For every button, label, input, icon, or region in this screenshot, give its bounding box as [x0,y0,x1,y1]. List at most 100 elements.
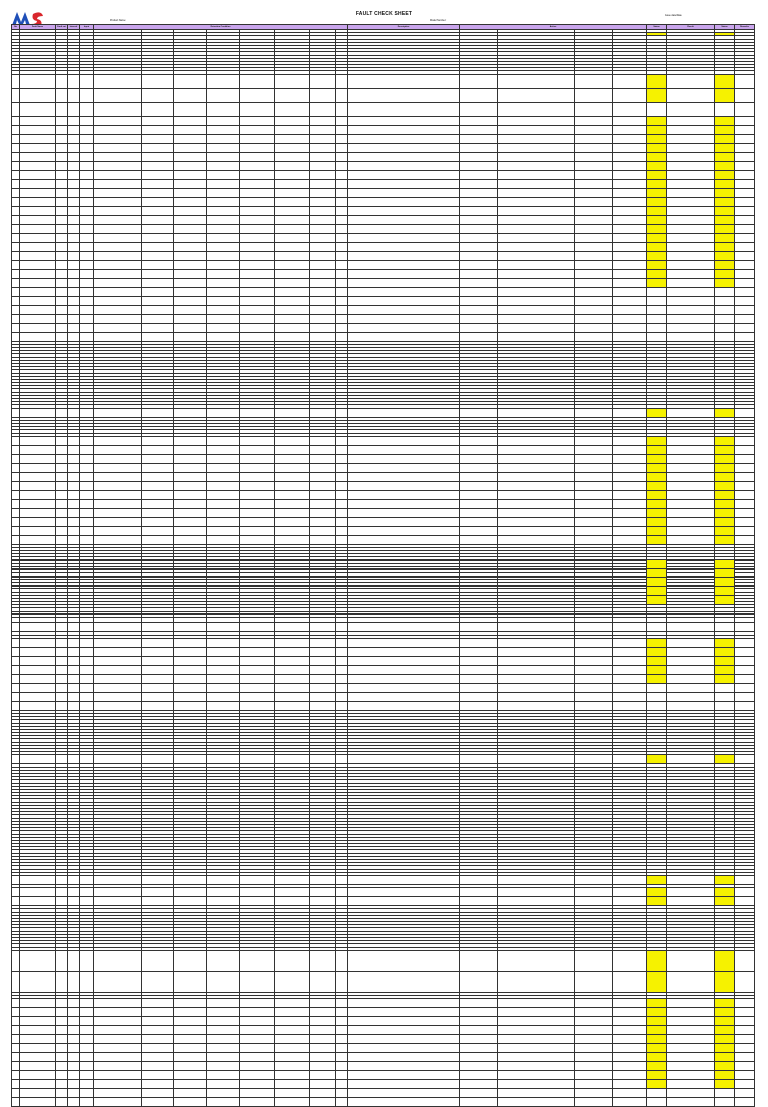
table-cell [173,232,207,243]
table-cell [239,691,275,702]
table-cell [206,754,240,765]
table-cell [19,673,56,684]
table-cell [55,700,68,711]
table-cell [173,453,207,464]
table-cell [734,331,756,342]
table-cell [141,1034,174,1045]
table-cell [714,268,736,279]
table-cell [67,691,80,702]
table-cell [612,595,647,606]
table-cell [459,577,498,588]
table-cell [141,700,174,711]
table-cell [274,896,310,907]
table-cell [574,622,613,633]
table-cell [274,304,310,315]
table-cell [714,568,735,579]
table-cell [459,568,498,579]
table-cell [55,444,68,455]
table-cell [19,1079,56,1090]
table-cell [734,883,755,889]
table-cell [734,700,755,711]
table-cell [347,673,460,684]
table-cell [666,250,716,261]
table-row [11,586,755,597]
table-cell [93,637,142,648]
table-cell [666,241,716,252]
table-cell [309,498,336,509]
table-cell [11,516,20,527]
table-cell [93,700,142,711]
table-cell [459,133,498,144]
table-cell [574,151,613,162]
table-cell [274,232,310,243]
table-cell [574,250,613,261]
table-cell [335,655,348,666]
table-cell [309,480,336,491]
table-row [11,87,756,103]
table-cell [79,1007,94,1018]
table-cell [79,604,94,615]
table-cell [714,87,736,103]
table-cell [55,462,68,473]
table-cell [173,700,207,711]
table-cell [141,559,174,570]
table-cell [335,691,348,702]
table-cell [79,1016,94,1027]
table-cell [173,187,207,198]
table-cell [55,435,68,446]
table-cell [347,462,460,473]
table-cell [714,1097,735,1107]
table-cell [274,196,310,207]
table-row [11,1034,755,1045]
table-cell [335,887,348,898]
table-cell [79,637,94,648]
table-cell [646,169,668,180]
table-cell [335,998,348,1009]
table-cell [574,169,613,180]
table-cell [79,304,94,315]
table-cell [67,187,80,198]
table-cell [347,1070,460,1081]
table-cell [309,691,336,702]
table-cell [574,286,613,297]
table-cell [459,124,498,135]
table-cell [612,646,647,657]
table-cell [19,1097,56,1107]
table-cell [239,516,275,527]
table-cell [141,673,174,684]
table-cell [574,507,613,518]
table-cell [646,1025,667,1036]
table-cell [173,313,207,324]
table-cell [11,133,20,144]
table-cell [19,241,56,252]
table-cell [67,1097,80,1107]
table-cell [309,613,336,624]
table-cell [666,232,716,243]
table-cell [55,124,68,135]
table-cell [274,1043,310,1054]
table-cell [274,241,310,252]
table-row [11,124,756,135]
table-cell [309,407,336,418]
table-cell [612,1052,647,1063]
table-cell [497,124,575,135]
table-cell [93,673,142,684]
table-cell [309,187,336,198]
table-cell [173,435,207,446]
table-cell [497,1034,575,1045]
table-cell [497,1088,575,1099]
table-row [11,556,755,561]
table-cell [173,462,207,473]
table-cell [55,73,68,89]
table-cell [19,970,56,993]
table-cell [141,268,174,279]
table-cell [347,691,460,702]
table-cell [714,471,736,482]
table-cell [611,101,648,117]
table-cell [19,407,56,418]
table-cell [459,453,498,464]
table-cell [11,259,20,270]
table-cell [646,223,668,234]
table-cell [67,577,80,588]
table-cell [646,577,667,588]
